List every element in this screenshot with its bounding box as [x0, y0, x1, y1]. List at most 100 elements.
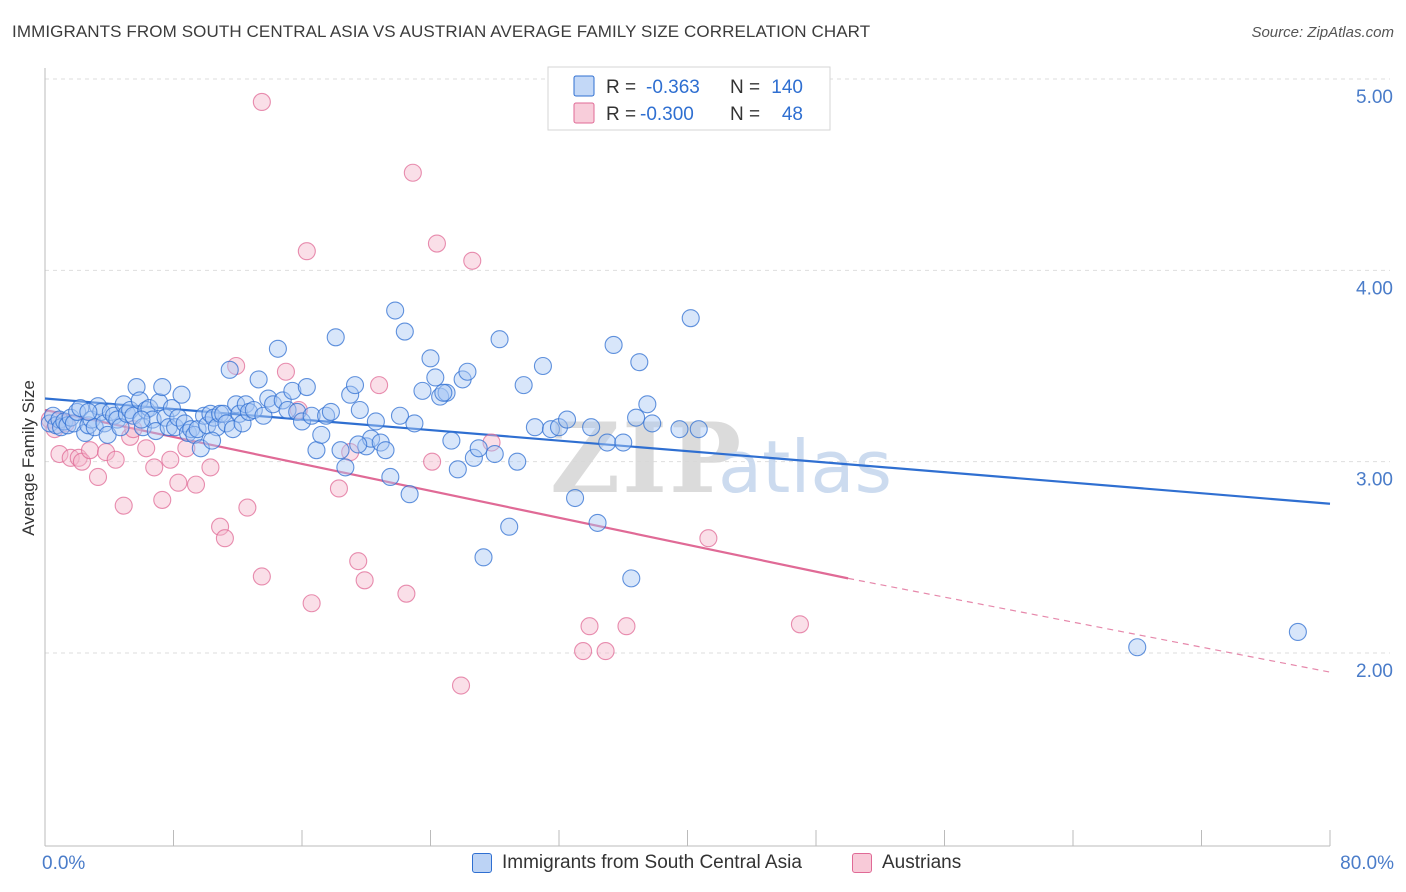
y-tick-labels: 2.00 3.00 4.00 5.00: [1356, 87, 1393, 682]
bottom-legend-item-blue: Immigrants from South Central Asia: [472, 852, 802, 874]
point-south-central-asia-93: [390, 406, 410, 425]
point-austrians-41: [463, 251, 482, 270]
point-austrians-25: [238, 498, 257, 517]
point-south-central-asia-79: [321, 402, 340, 421]
point-south-central-asia-72: [288, 402, 307, 421]
point-south-central-asia-73: [292, 412, 312, 431]
y-tick-label-0: 2.00: [1356, 661, 1393, 682]
point-south-central-asia-123: [614, 433, 633, 452]
point-south-central-asia-56: [220, 360, 239, 379]
legend-n-value-1: 140: [771, 77, 803, 98]
point-south-central-asia-85: [350, 400, 369, 420]
point-south-central-asia-35: [153, 377, 172, 397]
point-south-central-asia-103: [448, 460, 467, 479]
point-south-central-asia-120: [588, 513, 607, 532]
point-south-central-asia-64: [249, 370, 268, 389]
legend-box: R = -0.363 N = 140 R = -0.300 N = 48: [547, 66, 831, 131]
y-tick-label-1: 3.00: [1356, 470, 1393, 491]
point-austrians-17: [161, 450, 180, 469]
point-south-central-asia-96: [405, 414, 424, 433]
point-south-central-asia-105: [458, 362, 477, 381]
point-austrians-49: [252, 92, 271, 112]
point-south-central-asia-69: [273, 391, 292, 410]
x-tick-label-min: 0.0%: [42, 853, 85, 874]
trend-line-pink: [44, 408, 849, 580]
point-south-central-asia-92: [386, 301, 405, 320]
watermark-zip: ZIP: [550, 402, 743, 515]
point-austrians-20: [186, 475, 206, 494]
point-austrians-2: [50, 444, 69, 464]
point-austrians-37: [403, 163, 422, 182]
trend-line-pink-extension: [848, 577, 1331, 673]
point-austrians-34: [355, 571, 374, 590]
point-austrians-48: [790, 615, 809, 634]
watermark: ZIP atlas: [550, 402, 892, 515]
y-axis-label: Average Family Size: [19, 380, 38, 536]
point-austrians-18: [169, 473, 188, 492]
point-austrians-30: [302, 594, 321, 613]
point-south-central-asia-90: [376, 441, 395, 460]
point-south-central-asia-132: [1128, 638, 1147, 657]
watermark-atlas: atlas: [718, 425, 892, 509]
point-austrians-7: [80, 441, 100, 460]
legend-r-value-1: -0.363: [646, 77, 700, 98]
point-south-central-asia-80: [326, 328, 345, 347]
point-south-central-asia-60: [233, 414, 252, 433]
bottom-legend-label-blue: Immigrants from South Central Asia: [502, 852, 802, 873]
point-austrians-36: [397, 584, 416, 603]
point-austrians-22: [211, 517, 230, 536]
point-austrians-33: [349, 552, 368, 571]
point-austrians-11: [114, 496, 133, 515]
point-south-central-asia-71: [283, 381, 302, 400]
point-south-central-asia-111: [508, 452, 527, 471]
point-austrians-47: [699, 529, 718, 548]
point-south-central-asia-54: [214, 404, 233, 423]
point-austrians-10: [106, 450, 125, 469]
legend-n-label-2: N =: [730, 104, 760, 125]
point-south-central-asia-12: [79, 416, 98, 435]
point-south-central-asia-128: [643, 414, 662, 433]
point-austrians-38: [423, 452, 442, 471]
point-austrians-19: [177, 439, 196, 458]
bottom-legend-item-pink: Austrians: [852, 852, 961, 874]
point-south-central-asia-94: [395, 322, 414, 341]
point-south-central-asia-88: [366, 412, 385, 431]
point-south-central-asia-112: [514, 376, 533, 395]
point-south-central-asia-118: [566, 488, 585, 508]
point-south-central-asia-41: [172, 385, 191, 404]
y-tick-label-3: 5.00: [1356, 87, 1393, 108]
point-austrians-31: [329, 479, 348, 498]
point-south-central-asia-95: [400, 485, 419, 504]
point-south-central-asia-131: [689, 420, 708, 439]
point-austrians-45: [596, 642, 615, 661]
legend-r-value-2: -0.300: [640, 104, 694, 125]
point-south-central-asia-77: [312, 425, 331, 444]
point-south-central-asia-83: [341, 385, 360, 404]
point-south-central-asia-102: [442, 431, 461, 450]
point-south-central-asia-28: [130, 391, 149, 410]
point-austrians-23: [215, 529, 234, 548]
point-austrians-16: [153, 490, 172, 509]
axes: [44, 68, 1331, 847]
point-austrians-15: [145, 458, 164, 477]
point-austrians-29: [297, 242, 316, 261]
point-south-central-asia-139: [474, 548, 493, 567]
point-austrians-8: [88, 467, 108, 487]
point-south-central-asia-138: [79, 402, 98, 421]
point-south-central-asia-74: [297, 377, 316, 397]
bottom-legend-swatch-pink: [852, 853, 872, 873]
point-south-central-asia-122: [604, 335, 623, 355]
point-south-central-asia-38: [162, 399, 181, 418]
point-south-central-asia-110: [500, 517, 519, 536]
point-south-central-asia-124: [622, 569, 641, 588]
point-austrians-43: [574, 642, 593, 661]
point-south-central-asia-133: [1288, 622, 1307, 642]
point-south-central-asia-106: [464, 448, 483, 467]
point-south-central-asia-129: [670, 420, 689, 439]
point-south-central-asia-117: [557, 410, 577, 429]
point-south-central-asia-27: [127, 377, 146, 397]
point-south-central-asia-136: [349, 435, 368, 454]
point-south-central-asia-127: [638, 395, 657, 414]
point-austrians-46: [617, 617, 636, 636]
